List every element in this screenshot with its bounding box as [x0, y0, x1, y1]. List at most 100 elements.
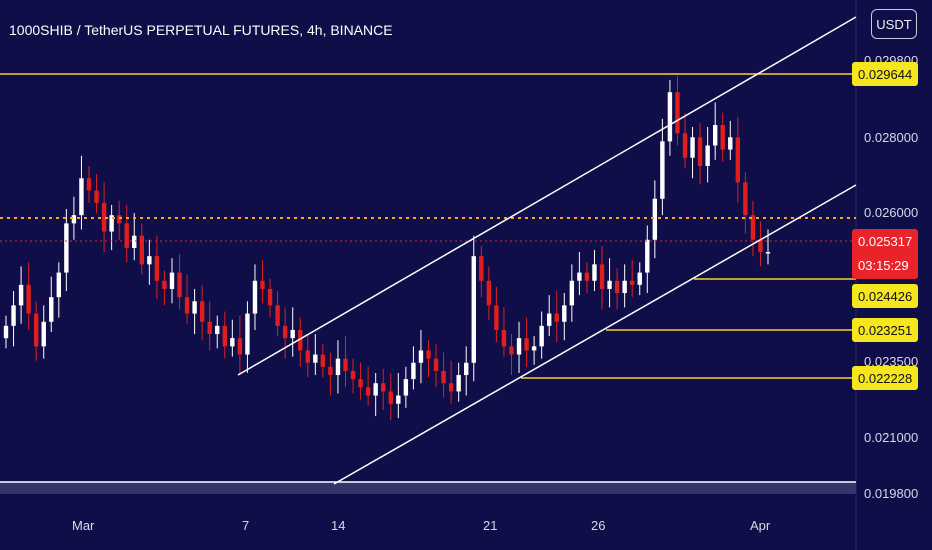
channel-lower-line[interactable]: [333, 184, 857, 485]
candle-down: [448, 383, 454, 392]
candle-down: [720, 124, 725, 150]
channel-upper-line[interactable]: [237, 16, 857, 376]
candle-down: [629, 280, 635, 285]
x-tick-label: Apr: [750, 518, 771, 533]
candle-down: [350, 370, 356, 380]
candle-down: [86, 178, 92, 191]
candle-up: [637, 272, 642, 285]
candle-down: [365, 387, 371, 396]
candle-up: [313, 354, 318, 363]
candle-up: [705, 145, 710, 166]
candle-down: [479, 256, 484, 281]
candle-down: [584, 272, 590, 281]
chart-title: 1000SHIB / TetherUS PERPETUAL FUTURES, 4…: [9, 22, 393, 38]
candle-down: [735, 137, 741, 183]
candle-up: [245, 313, 250, 355]
x-tick-label: 21: [483, 518, 497, 533]
candle-down: [614, 280, 620, 294]
candle-up: [547, 313, 552, 326]
candle-up: [396, 395, 401, 404]
candle-up: [562, 305, 567, 322]
candle-up: [3, 325, 9, 339]
candle-up: [728, 137, 733, 150]
candle-down: [26, 284, 31, 314]
candle-down: [381, 383, 386, 392]
last-price-badge: [852, 229, 918, 279]
candle-down: [207, 321, 212, 335]
candle-down: [275, 305, 280, 326]
x-tick-label: 7: [242, 518, 249, 533]
candle-down: [154, 256, 160, 281]
candle-up: [169, 272, 175, 289]
candle-up: [64, 223, 69, 273]
y-tick-label: 0.026000: [864, 205, 918, 220]
candle-down: [267, 288, 273, 306]
candle-down: [139, 235, 145, 265]
candle-down: [177, 272, 182, 298]
candle-up: [215, 325, 220, 335]
y-tick-label: 0.021000: [864, 430, 918, 445]
candle-up: [456, 375, 461, 392]
y-tick-label: 0.028000: [864, 130, 918, 145]
candle-down: [486, 280, 492, 306]
candle-up: [147, 256, 152, 265]
candle-up: [41, 321, 46, 347]
candle-down: [433, 358, 439, 371]
level-badge-0.029644: [852, 62, 918, 86]
level-badge-0.023251: [852, 318, 918, 342]
candle-up: [464, 362, 469, 376]
candle-down: [599, 264, 605, 289]
candle-down: [199, 301, 205, 322]
candle-up: [79, 178, 84, 216]
candle-down: [298, 329, 303, 351]
candle-up: [109, 215, 114, 232]
x-tick-label: 26: [591, 518, 605, 533]
x-tick-label: 14: [331, 518, 345, 533]
candle-up: [652, 198, 658, 240]
candle-down: [320, 354, 326, 367]
level-badge-0.024426: [852, 284, 918, 308]
candle-down: [260, 280, 265, 289]
candle-up: [18, 284, 24, 306]
candles-group: [3, 75, 771, 421]
candle-up: [230, 338, 235, 347]
candle-up: [607, 280, 612, 289]
candle-up: [290, 329, 295, 339]
candle-up: [411, 362, 416, 380]
candle-up: [418, 350, 424, 363]
candle-up: [660, 141, 665, 199]
candle-up: [539, 325, 544, 347]
candle-down: [524, 338, 529, 351]
candle-down: [509, 346, 514, 355]
candle-down: [682, 133, 688, 158]
last-price-label: 0.025317: [858, 234, 912, 249]
level-badge-0.022228: [852, 366, 918, 390]
candle-up: [712, 124, 718, 146]
candle-up: [645, 239, 650, 273]
candle-down: [675, 92, 680, 134]
candle-down: [328, 366, 333, 376]
candle-up: [49, 297, 54, 322]
candle-down: [358, 379, 363, 388]
bottom-band: [0, 482, 856, 494]
candle-down: [501, 329, 507, 347]
candle-up: [132, 235, 137, 248]
candle-down: [426, 350, 431, 359]
currency-button[interactable]: USDT: [871, 9, 917, 39]
candle-up: [667, 92, 673, 142]
candle-down: [116, 215, 122, 224]
countdown-label: 03:15:29: [858, 258, 909, 273]
candle-down: [441, 370, 446, 384]
candle-down: [343, 358, 348, 371]
candle-down: [101, 202, 107, 232]
candle-up: [252, 280, 258, 314]
candle-up: [516, 338, 522, 355]
candle-down: [237, 338, 243, 355]
candle-down: [388, 391, 393, 404]
candle-down: [305, 350, 310, 363]
level-badge-label: 0.023251: [858, 323, 912, 338]
candle-up: [690, 137, 695, 158]
candle-up: [56, 272, 62, 298]
